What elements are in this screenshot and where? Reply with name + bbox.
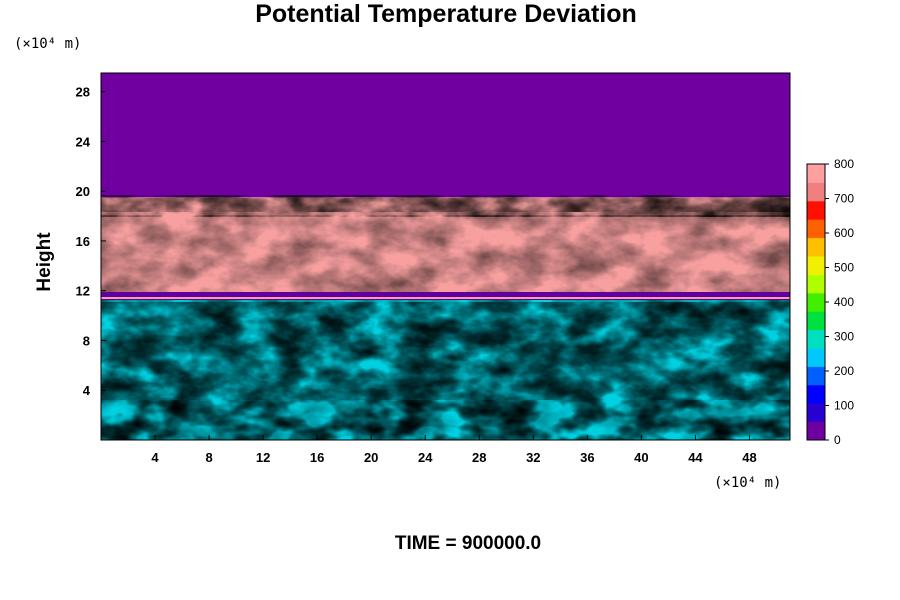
x-tick-label: 20 (364, 450, 378, 465)
band-edge-lower (101, 292, 790, 300)
colorbar-tick-label: 700 (834, 192, 854, 206)
y-tick-label: 8 (83, 333, 90, 348)
colorbar-segment (807, 274, 825, 294)
y-tick-label: 16 (76, 234, 90, 249)
x-tick-label: 4 (151, 450, 159, 465)
time-annotation: TIME = 900000.0 (395, 533, 541, 554)
y-tick-label: 28 (76, 85, 90, 100)
colorbar-tick-label: 100 (834, 399, 854, 413)
colorbar-segment (807, 219, 825, 239)
x-tick-label: 28 (472, 450, 486, 465)
x-tick-label: 12 (256, 450, 270, 465)
colorbar-tick-label: 800 (834, 157, 854, 171)
colorbar-segment (807, 329, 825, 349)
colorbar-segment (807, 237, 825, 257)
colorbar: 0 100 200 300 400 500 600 700 800 (806, 157, 854, 447)
y-unit-label: (×10⁴ m) (14, 36, 81, 52)
colorbar-tick-label: 300 (834, 330, 854, 344)
x-tick-label: 40 (634, 450, 648, 465)
x-unit-label: (×10⁴ m) (714, 475, 781, 491)
colorbar-segment (807, 403, 825, 423)
y-axis-ticks: 4 8 12 16 20 24 28 (76, 85, 106, 398)
x-axis-ticks: 4 8 12 16 20 24 28 32 36 40 44 48 (151, 435, 757, 465)
colorbar-segment (807, 311, 825, 331)
colorbar-tick-label: 500 (834, 261, 854, 275)
ground-layer (101, 400, 790, 440)
colorbar-segment (807, 182, 825, 202)
warm-layer-filaments (101, 215, 790, 297)
band-upper-stratosphere (101, 73, 790, 198)
colorbar-segment (807, 292, 825, 312)
colorbar-segment (807, 421, 825, 441)
colorbar-tick-label: 200 (834, 364, 854, 378)
y-tick-label: 24 (76, 134, 91, 149)
chart-title: Potential Temperature Deviation (255, 0, 637, 28)
x-tick-label: 44 (688, 450, 703, 465)
colorbar-segment (807, 366, 825, 386)
x-tick-label: 24 (418, 450, 433, 465)
colorbar-segment (807, 384, 825, 404)
colorbar-tick-label: 400 (834, 295, 854, 309)
plot-area (101, 73, 790, 440)
x-tick-label: 16 (310, 450, 324, 465)
band-edge-blue (101, 198, 790, 212)
y-tick-label: 12 (76, 284, 90, 299)
x-tick-label: 48 (742, 450, 756, 465)
colorbar-tick-label: 600 (834, 226, 854, 240)
band-edge-line (101, 297, 790, 299)
colorbar-segment (807, 200, 825, 220)
x-tick-label: 36 (580, 450, 594, 465)
colorbar-segment (807, 348, 825, 367)
y-tick-label: 4 (83, 383, 91, 398)
x-tick-label: 32 (526, 450, 540, 465)
y-tick-label: 20 (76, 184, 90, 199)
x-tick-label: 8 (205, 450, 212, 465)
colorbar-segment (807, 164, 825, 183)
y-axis-label: Height (34, 232, 55, 292)
colorbar-segment (807, 256, 825, 275)
plot-frame (100, 72, 791, 441)
colorbar-tick-label: 0 (834, 433, 841, 447)
